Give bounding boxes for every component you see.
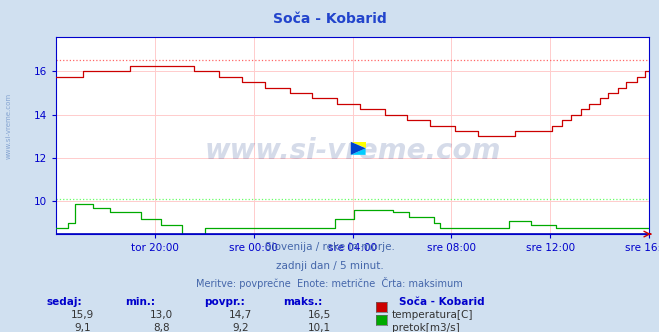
Text: 13,0: 13,0 [150,310,173,320]
Text: zadnji dan / 5 minut.: zadnji dan / 5 minut. [275,261,384,271]
Text: min.:: min.: [125,297,156,307]
Text: www.si-vreme.com: www.si-vreme.com [5,93,12,159]
Text: maks.:: maks.: [283,297,323,307]
Text: sedaj:: sedaj: [46,297,82,307]
Text: www.si-vreme.com: www.si-vreme.com [204,137,501,165]
Text: 10,1: 10,1 [308,323,331,332]
Text: 9,2: 9,2 [232,323,249,332]
Polygon shape [351,148,366,155]
Text: Slovenija / reke in morje.: Slovenija / reke in morje. [264,242,395,252]
Text: pretok[m3/s]: pretok[m3/s] [392,323,460,332]
Text: 9,1: 9,1 [74,323,91,332]
Text: 14,7: 14,7 [229,310,252,320]
Text: Soča - Kobarid: Soča - Kobarid [399,297,484,307]
Polygon shape [351,142,366,148]
Text: 16,5: 16,5 [308,310,331,320]
Text: Meritve: povprečne  Enote: metrične  Črta: maksimum: Meritve: povprečne Enote: metrične Črta:… [196,277,463,289]
Text: Soča - Kobarid: Soča - Kobarid [273,12,386,26]
Text: 15,9: 15,9 [71,310,94,320]
Text: temperatura[C]: temperatura[C] [392,310,474,320]
Polygon shape [351,142,366,155]
Text: povpr.:: povpr.: [204,297,245,307]
Text: 8,8: 8,8 [153,323,170,332]
